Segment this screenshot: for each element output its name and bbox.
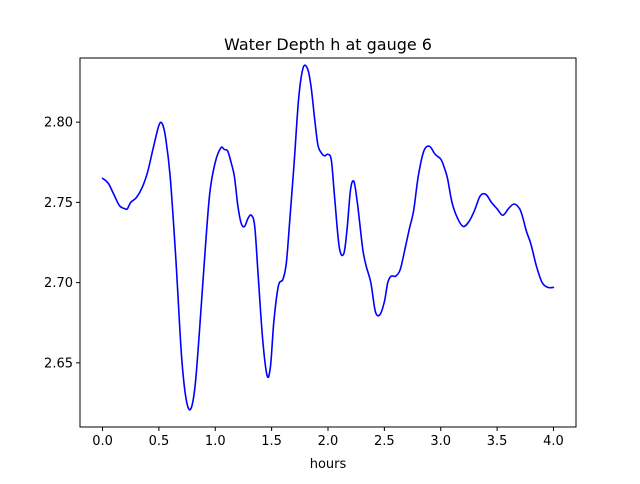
chart-title: Water Depth h at gauge 6 [224, 35, 432, 54]
x-tick-label: 2.5 [374, 434, 395, 449]
y-tick-label: 2.70 [44, 276, 73, 291]
y-axis: 2.65 2.70 2.75 2.80 [44, 116, 80, 371]
x-tick-label: 1.0 [205, 434, 226, 449]
x-tick-label: 0.0 [92, 434, 113, 449]
y-tick-label: 2.75 [44, 196, 73, 211]
series-line [101, 64, 555, 411]
x-tick-label: 1.5 [261, 434, 282, 449]
x-tick-label: 0.5 [149, 434, 170, 449]
x-axis: 0.0 0.5 1.0 1.5 2.0 2.5 3.0 3.5 4.0 [92, 427, 564, 449]
y-tick-label: 2.65 [44, 356, 73, 371]
x-tick-label: 3.5 [487, 434, 508, 449]
x-tick-label: 2.0 [318, 434, 339, 449]
x-axis-label: hours [310, 457, 347, 472]
y-tick-label: 2.80 [44, 116, 73, 131]
x-tick-label: 4.0 [543, 434, 564, 449]
x-tick-label: 3.0 [430, 434, 451, 449]
plot-area [101, 64, 555, 411]
